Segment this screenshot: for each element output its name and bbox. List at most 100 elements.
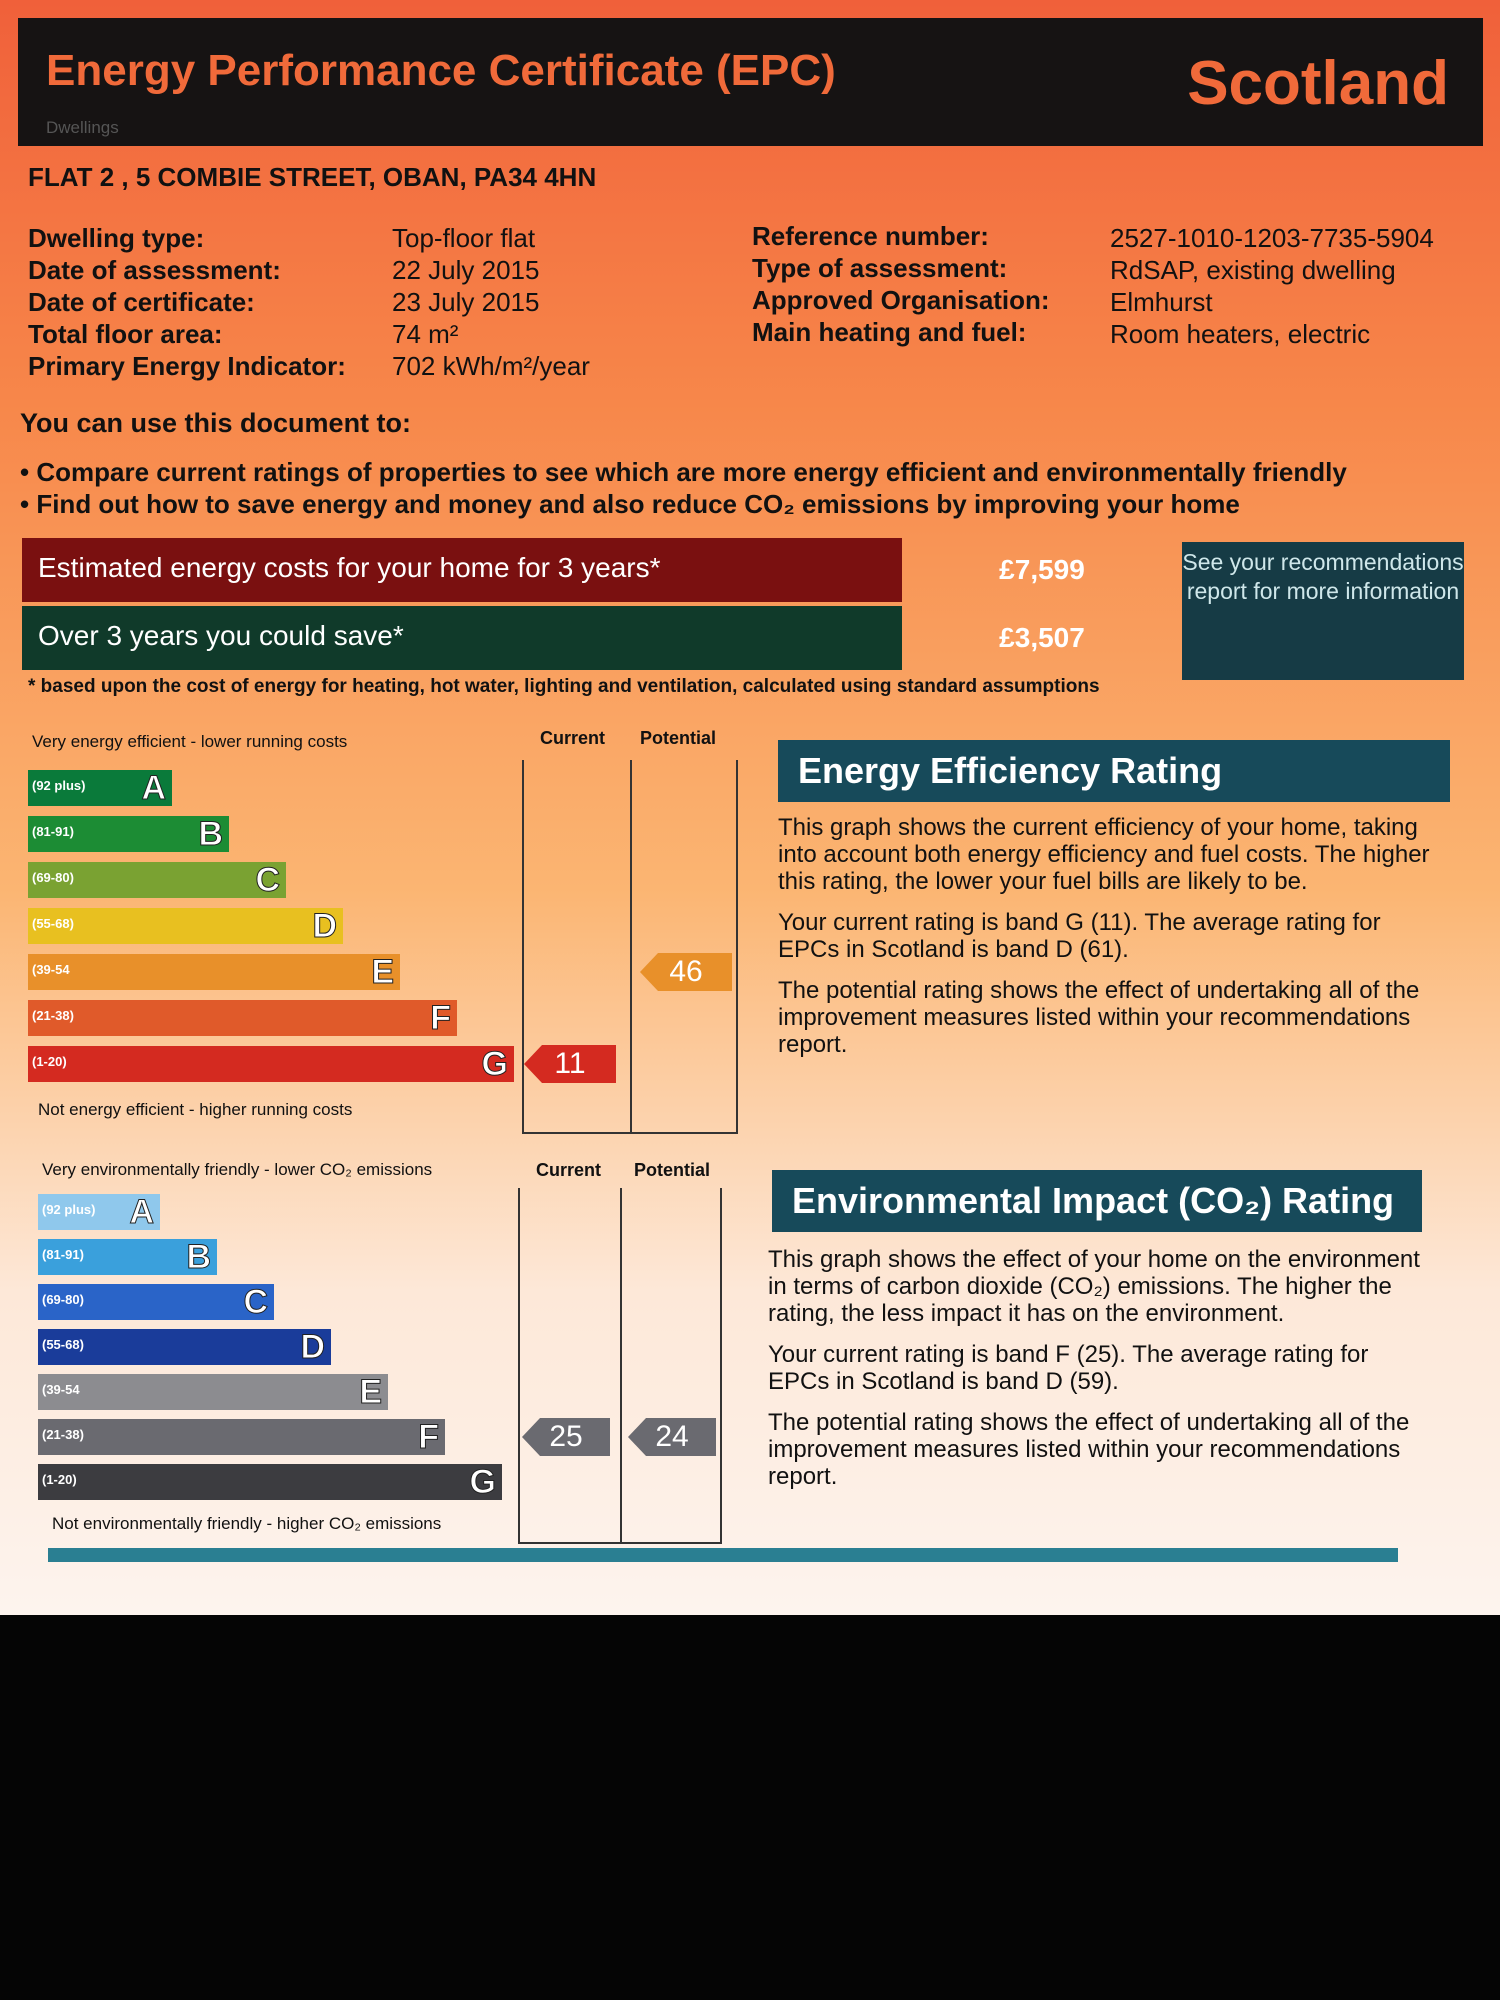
band-a: (92 plus) A — [28, 769, 172, 807]
column-current — [518, 1188, 622, 1544]
band-range-label: (69-80) — [42, 1292, 84, 1307]
paragraph: This graph shows the effect of your home… — [768, 1246, 1420, 1327]
band-range-label: (55-68) — [32, 916, 74, 931]
details-left-labels: Dwelling type: Date of assessment: Date … — [28, 222, 346, 382]
band-g: (1-20) G — [28, 1045, 514, 1083]
environmental-impact-chart: Very environmentally friendly - lower CO… — [38, 1156, 738, 1546]
band-c: (69-80) C — [38, 1284, 274, 1321]
column-potential-header: Potential — [634, 1160, 711, 1180]
detail-value: Room heaters, electric — [1110, 319, 1371, 349]
detail-label: Approved Organisation: — [752, 285, 1050, 315]
bullet-item: Compare current ratings of properties to… — [20, 456, 1346, 488]
column-current-header: Current — [540, 728, 606, 748]
cost-row-value: £3,507 — [999, 622, 1085, 653]
section-divider — [48, 1548, 1398, 1562]
band-range-label: (81-91) — [42, 1247, 84, 1262]
chart-top-label: Very energy efficient - lower running co… — [32, 732, 348, 751]
environment-rating-heading: Environmental Impact (CO₂) Rating — [772, 1170, 1422, 1232]
detail-label: Dwelling type: — [28, 223, 205, 253]
band-letter: D — [300, 1328, 326, 1366]
band-range-label: (1-20) — [32, 1054, 67, 1069]
band-letter: B — [186, 1238, 212, 1276]
band-letter: A — [141, 769, 167, 807]
cost-footnote: * based upon the cost of energy for heat… — [28, 676, 1100, 697]
band-letter: E — [371, 953, 395, 991]
band-f: (21-38) F — [38, 1419, 445, 1456]
energy-rating-heading: Energy Efficiency Rating — [778, 740, 1450, 802]
band-range-label: (39-54 — [42, 1382, 80, 1397]
band-e: (39-54 E — [28, 953, 400, 991]
band-d: (55-68) D — [38, 1328, 331, 1366]
band-a: (92 plus) A — [38, 1193, 160, 1231]
band-letter: B — [198, 815, 224, 853]
header-bar: Energy Performance Certificate (EPC) Sco… — [18, 18, 1483, 146]
detail-label: Primary Energy Indicator: — [28, 351, 346, 381]
detail-label: Type of assessment: — [752, 253, 1008, 283]
document-title: Energy Performance Certificate (EPC) — [46, 46, 836, 95]
paragraph: The potential rating shows the effect of… — [778, 977, 1420, 1058]
cost-row-savings: Over 3 years you could save* £3,507 — [22, 606, 1085, 670]
details-left-values: Top-floor flat 22 July 2015 23 July 2015… — [392, 222, 590, 382]
current-rating-value: 11 — [554, 1047, 586, 1080]
band-e: (39-54 E — [38, 1373, 388, 1411]
potential-rating-value: 24 — [655, 1420, 689, 1453]
band-b: (81-91) B — [38, 1238, 217, 1276]
paragraph: The potential rating shows the effect of… — [768, 1409, 1410, 1490]
detail-value: 22 July 2015 — [392, 255, 540, 285]
detail-value: RdSAP, existing dwelling — [1110, 255, 1396, 285]
potential-rating-value: 46 — [669, 955, 703, 988]
current-rating-value: 25 — [549, 1420, 583, 1453]
environment-rating-text: This graph shows the effect of your home… — [768, 1246, 1436, 1504]
band-range-label: (39-54 — [32, 962, 70, 977]
band-b: (81-91) B — [28, 815, 229, 853]
detail-label: Total floor area: — [28, 319, 223, 349]
cost-row-value: £7,599 — [999, 554, 1085, 585]
chart-bottom-label: Not energy efficient - higher running co… — [38, 1100, 353, 1119]
detail-label: Main heating and fuel: — [752, 317, 1027, 347]
potential-rating-arrow: 46 — [640, 953, 732, 991]
paragraph: This graph shows the current efficiency … — [778, 814, 1430, 895]
band-range-label: (81-91) — [32, 824, 74, 839]
detail-label: Reference number: — [752, 221, 989, 251]
band-range-label: (21-38) — [42, 1427, 84, 1442]
detail-value: 23 July 2015 — [392, 287, 540, 317]
band-letter: D — [312, 907, 338, 945]
details-right-values: 2527-1010-1203-7735-5904 RdSAP, existing… — [1110, 222, 1434, 350]
document-subtitle: Dwellings — [46, 118, 119, 137]
band-c: (69-80) C — [28, 861, 286, 899]
band-range-label: (92 plus) — [32, 778, 86, 793]
chart-top-label: Very environmentally friendly - lower CO… — [42, 1160, 433, 1179]
detail-value: Top-floor flat — [392, 223, 536, 253]
paragraph: Your current rating is band G (11). The … — [778, 909, 1381, 963]
column-current — [522, 760, 632, 1134]
current-rating-arrow: 11 — [524, 1045, 616, 1083]
detail-value: 2527-1010-1203-7735-5904 — [1110, 223, 1434, 253]
band-letter: G — [481, 1045, 508, 1083]
band-letter: F — [430, 999, 452, 1037]
band-range-label: (1-20) — [42, 1472, 77, 1487]
chart-bottom-label: Not environmentally friendly - higher CO… — [52, 1514, 442, 1533]
potential-rating-arrow: 24 — [628, 1418, 716, 1456]
use-heading: You can use this document to: — [20, 408, 412, 438]
band-f: (21-38) F — [28, 999, 457, 1037]
column-potential-header: Potential — [640, 728, 717, 748]
band-d: (55-68) D — [28, 907, 343, 945]
detail-value: Elmhurst — [1110, 287, 1213, 317]
band-range-label: (55-68) — [42, 1337, 84, 1352]
energy-efficiency-chart: Very energy efficient - lower running co… — [28, 728, 740, 1138]
details-right-labels: Reference number: Type of assessment: Ap… — [752, 220, 1050, 348]
band-letter: C — [255, 861, 281, 899]
column-potential — [620, 1188, 722, 1544]
document-page: Energy Performance Certificate (EPC) Sco… — [0, 0, 1500, 1615]
detail-label: Date of assessment: — [28, 255, 281, 285]
bullet-item: Find out how to save energy and money an… — [20, 488, 1347, 520]
cost-row-label: Estimated energy costs for your home for… — [38, 552, 661, 583]
band-range-label: (92 plus) — [42, 1202, 96, 1217]
energy-rating-text: This graph shows the current efficiency … — [778, 814, 1448, 1072]
cost-row-label: Over 3 years you could save* — [38, 620, 404, 651]
country-label: Scotland — [1187, 49, 1449, 118]
band-range-label: (69-80) — [32, 870, 74, 885]
band-letter: E — [359, 1373, 383, 1411]
paragraph: Your current rating is band F (25). The … — [768, 1341, 1369, 1395]
band-letter: A — [129, 1193, 155, 1231]
